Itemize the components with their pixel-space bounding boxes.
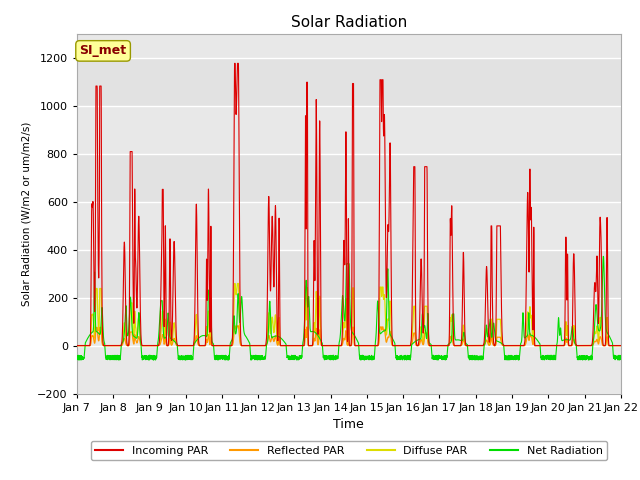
Text: SI_met: SI_met <box>79 44 127 58</box>
Bar <box>77 58 621 106</box>
Title: Solar Radiation: Solar Radiation <box>291 15 407 30</box>
Bar <box>77 154 621 202</box>
Y-axis label: Solar Radiation (W/m2 or um/m2/s): Solar Radiation (W/m2 or um/m2/s) <box>22 121 32 306</box>
Legend: Incoming PAR, Reflected PAR, Diffuse PAR, Net Radiation: Incoming PAR, Reflected PAR, Diffuse PAR… <box>91 441 607 460</box>
Bar <box>77 250 621 298</box>
X-axis label: Time: Time <box>333 418 364 431</box>
